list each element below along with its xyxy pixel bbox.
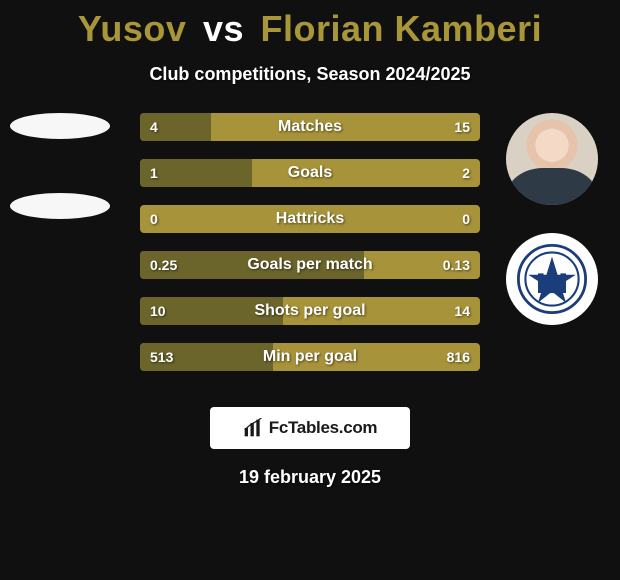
player1-column xyxy=(0,113,120,219)
metric-bar: 1Goals2 xyxy=(140,159,480,187)
metric-bar: 10Shots per goal14 xyxy=(140,297,480,325)
player2-column xyxy=(492,113,612,325)
metric-label: Hattricks xyxy=(140,205,480,233)
competition-season: Club competitions, Season 2024/2025 xyxy=(0,64,620,85)
metric-value-player2: 15 xyxy=(454,113,470,141)
metric-bars: 4Matches15 1Goals2 0Hattricks0 0.25Goals pe… xyxy=(140,113,480,371)
comparison-stage: 4Matches15 1Goals2 0Hattricks0 0.25Goals pe… xyxy=(0,113,620,383)
brand-text: FcTables.com xyxy=(269,418,378,438)
metric-bar: 0Hattricks0 xyxy=(140,205,480,233)
brand-chip[interactable]: FcTables.com xyxy=(210,407,410,449)
metric-bar-fill xyxy=(140,159,252,187)
metric-value-player2: 816 xyxy=(447,343,470,371)
metric-value-player1: 0 xyxy=(150,205,158,233)
metric-bar: 0.25Goals per match0.13 xyxy=(140,251,480,279)
player2-club-badge xyxy=(506,233,598,325)
metric-value-player2: 14 xyxy=(454,297,470,325)
metric-value-player2: 0 xyxy=(462,205,470,233)
metric-value-player2: 0.13 xyxy=(443,251,470,279)
metric-bar-fill xyxy=(140,297,283,325)
metric-bar-fill xyxy=(140,113,211,141)
metric-bar: 4Matches15 xyxy=(140,113,480,141)
metric-bar: 513Min per goal816 xyxy=(140,343,480,371)
club-crest-icon xyxy=(517,244,587,314)
snapshot-date: 19 february 2025 xyxy=(0,467,620,488)
metric-value-player2: 2 xyxy=(462,159,470,187)
brand-chart-icon xyxy=(243,418,263,438)
player1-avatar-placeholder xyxy=(10,113,110,139)
comparison-title: Yusov vs Florian Kamberi xyxy=(0,0,620,50)
player2-name: Florian Kamberi xyxy=(261,8,543,49)
player1-club-placeholder xyxy=(10,193,110,219)
metric-bar-fill xyxy=(140,251,364,279)
player2-avatar xyxy=(506,113,598,205)
player1-name: Yusov xyxy=(78,8,187,49)
metric-bar-fill xyxy=(140,343,273,371)
vs-text: vs xyxy=(203,8,244,49)
